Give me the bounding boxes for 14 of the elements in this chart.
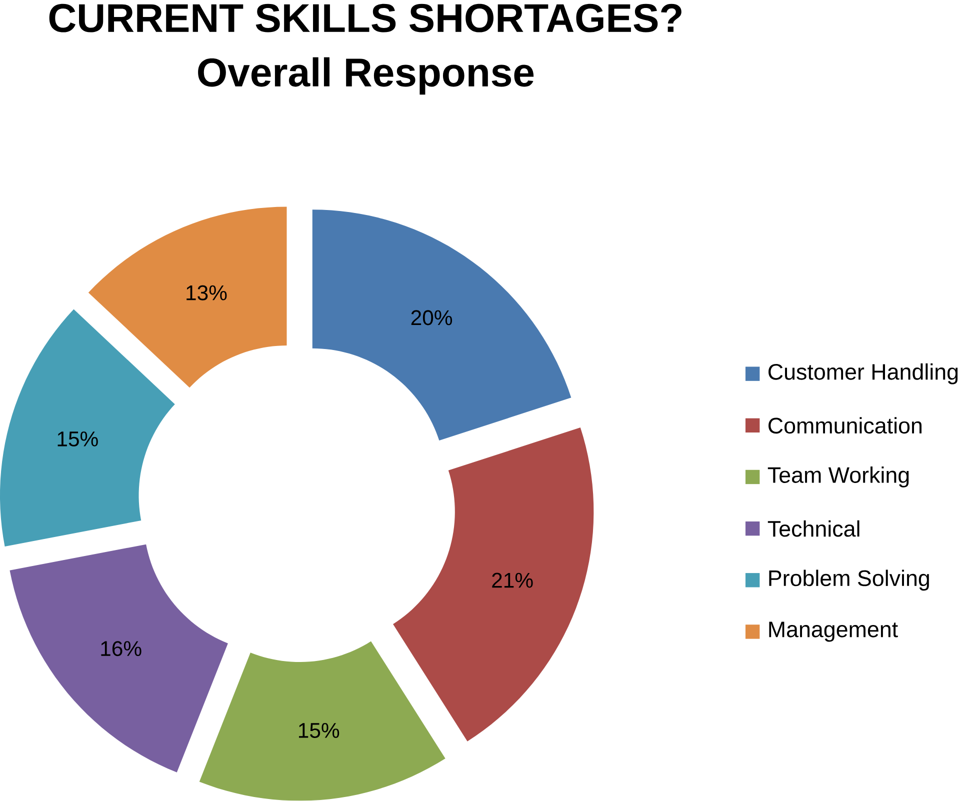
legend-label: Management	[769, 622, 898, 642]
legend-label: Team Working	[768, 466, 909, 488]
data-label: 13%	[186, 285, 227, 300]
data-label: 15%	[58, 432, 98, 447]
data-label: 20%	[411, 310, 452, 326]
data-label: 16%	[101, 641, 142, 656]
legend-label: Communication	[768, 417, 922, 434]
chart-subtitle: Overall Response	[198, 57, 534, 95]
chart-title: CURRENT SKILLS SHORTAGES?	[49, 4, 682, 32]
legend-label: Problem Solving	[769, 570, 929, 591]
legend-label: Customer Handling	[768, 363, 958, 384]
legend-label: Technical	[768, 520, 860, 537]
data-label: 15%	[298, 723, 340, 738]
data-label: 21%	[492, 572, 533, 588]
